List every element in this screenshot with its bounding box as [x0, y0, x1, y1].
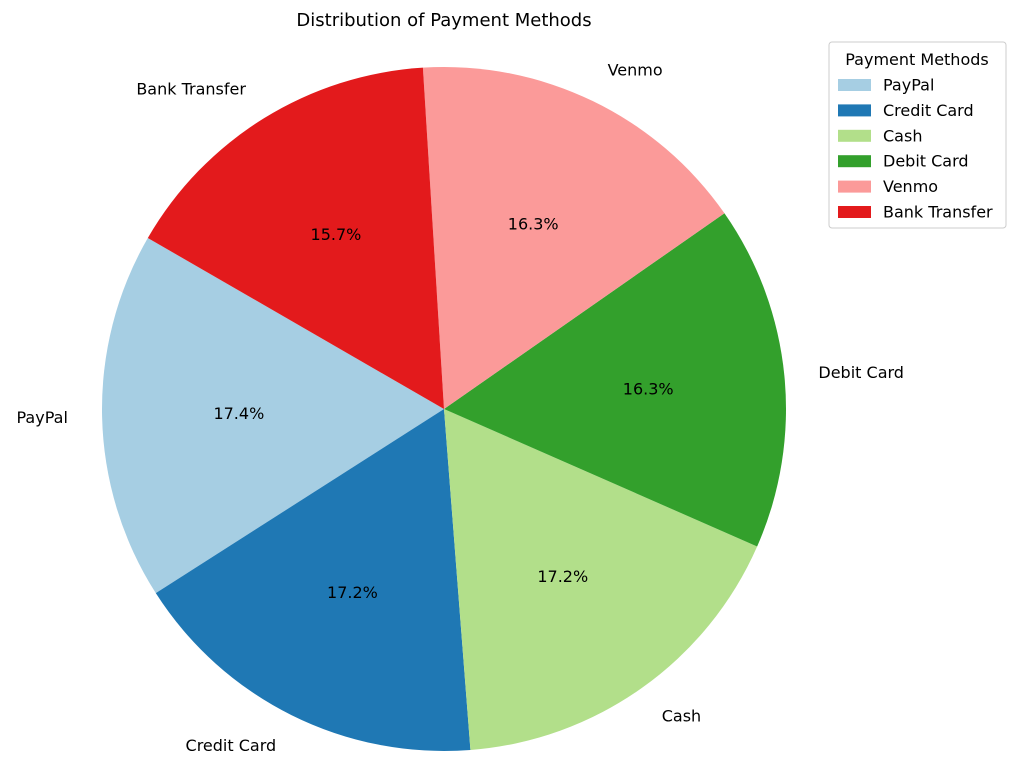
percent-label-cash: 17.2% — [537, 567, 588, 586]
pie-slice-credit-card — [155, 409, 471, 751]
slice-label-paypal: PayPal — [17, 408, 68, 427]
legend-label-cash: Cash — [883, 126, 922, 145]
legend-frame — [828, 41, 1007, 229]
legend-label-bank-transfer: Bank Transfer — [883, 203, 993, 222]
legend-title: Payment Methods — [845, 50, 988, 69]
legend-swatch-bank-transfer — [838, 206, 871, 218]
percent-label-bank-transfer: 15.7% — [311, 225, 362, 244]
chart-title: Distribution of Payment Methods — [296, 10, 591, 31]
slice-labels: PayPal Credit Card Cash Debit Card Venmo Bank… — [17, 61, 904, 755]
pie-slice-bank-transfer — [147, 67, 444, 410]
slice-label-venmo: Venmo — [608, 61, 663, 80]
pie-slices — [101, 67, 786, 751]
slice-label-credit-card: Credit Card — [186, 736, 277, 755]
slice-label-bank-transfer: Bank Transfer — [136, 80, 246, 99]
legend-swatch-debit-card — [838, 155, 871, 168]
pie-slice-paypal — [101, 238, 444, 594]
legend-label-venmo: Venmo — [883, 177, 938, 196]
legend-label-credit-card: Credit Card — [883, 101, 974, 120]
legend-swatch-cash — [838, 129, 871, 142]
legend: Payment Methods PayPal Credit Card Cash Deb… — [828, 41, 1007, 229]
percent-label-debit-card: 16.3% — [623, 379, 674, 398]
slice-label-cash: Cash — [662, 706, 701, 725]
legend-swatch-paypal — [838, 79, 871, 91]
legend-entries: PayPal Credit Card Cash Debit Card Venmo Bank… — [838, 76, 993, 222]
legend-swatch-credit-card — [838, 104, 871, 117]
percent-labels: 17.4% 17.2% 17.2% 16.3% 16.3% 15.7% — [213, 215, 673, 602]
percent-label-paypal: 17.4% — [213, 404, 264, 423]
pie-slice-debit-card — [444, 213, 786, 547]
pie-slice-venmo — [422, 67, 725, 410]
pie-slice-cash — [444, 409, 758, 750]
percent-label-credit-card: 17.2% — [327, 583, 378, 602]
legend-label-paypal: PayPal — [883, 76, 934, 95]
percent-label-venmo: 16.3% — [508, 215, 559, 234]
slice-label-debit-card: Debit Card — [818, 363, 904, 382]
legend-label-debit-card: Debit Card — [883, 152, 969, 171]
legend-swatch-venmo — [838, 180, 871, 193]
